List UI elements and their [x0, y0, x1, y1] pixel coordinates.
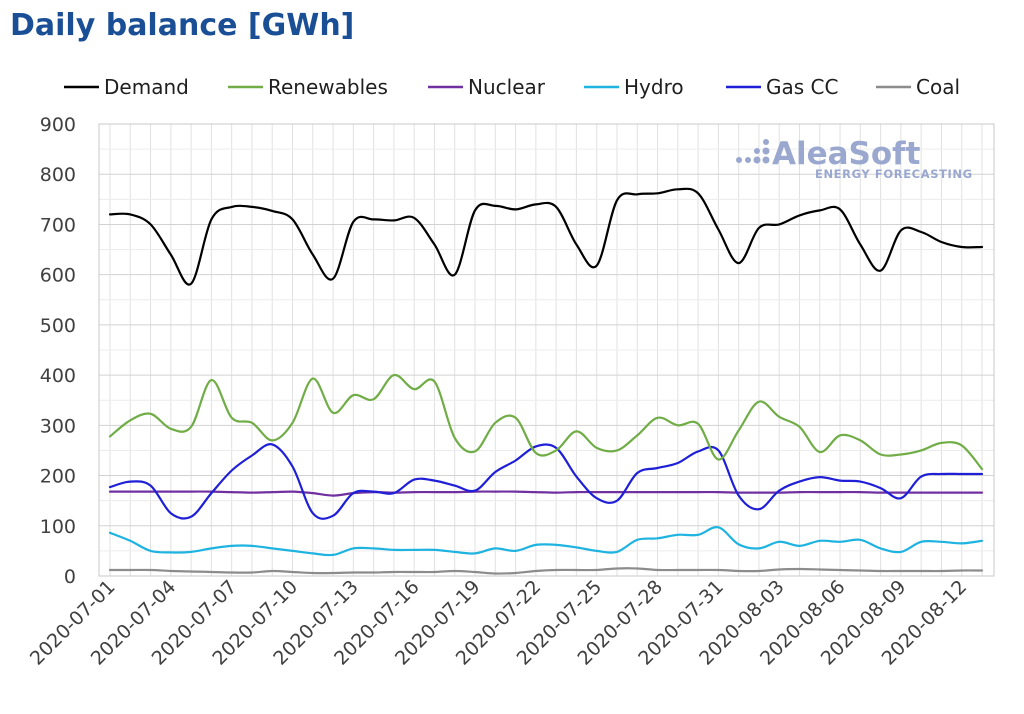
y-tick-label: 800: [40, 164, 76, 186]
watermark-tagline: ENERGY FORECASTING: [815, 167, 973, 181]
axes: 01002003004005006007008009002020-07-0120…: [26, 114, 971, 670]
y-tick-label: 400: [40, 365, 76, 387]
legend-label-gas-cc: Gas CC: [766, 75, 838, 99]
chart-title: Daily balance [GWh]: [10, 8, 355, 43]
y-tick-label: 100: [40, 516, 76, 538]
aleasoft-watermark: AleaSoft ENERGY FORECASTING: [736, 136, 973, 181]
y-tick-label: 300: [40, 415, 76, 437]
series-line-hydro: [108, 526, 984, 557]
y-tick-label: 900: [40, 114, 76, 136]
series-line-gas-cc: [108, 443, 984, 520]
legend-label-nuclear: Nuclear: [468, 75, 546, 99]
watermark-brand: AleaSoft: [772, 136, 921, 172]
series-line-nuclear: [108, 490, 984, 497]
legend-label-coal: Coal: [916, 75, 960, 99]
series-line-renewables: [108, 373, 984, 471]
legend-label-demand: Demand: [104, 75, 189, 99]
y-tick-label: 0: [64, 566, 76, 588]
y-tick-label: 700: [40, 214, 76, 236]
y-tick-label: 500: [40, 315, 76, 337]
aleasoft-logo-icon: [736, 139, 770, 164]
legend: Demand Renewables Nuclear Hydro Gas CC Coal: [64, 75, 960, 99]
y-tick-label: 600: [40, 265, 76, 287]
legend-label-hydro: Hydro: [624, 75, 684, 99]
y-tick-label: 200: [40, 466, 76, 488]
series-line-coal: [108, 567, 984, 575]
gridlines: [98, 123, 995, 577]
series-lines: [108, 187, 984, 575]
plot-frame: [98, 123, 995, 577]
legend-label-renewables: Renewables: [268, 75, 388, 99]
series-line-demand: [108, 187, 984, 286]
